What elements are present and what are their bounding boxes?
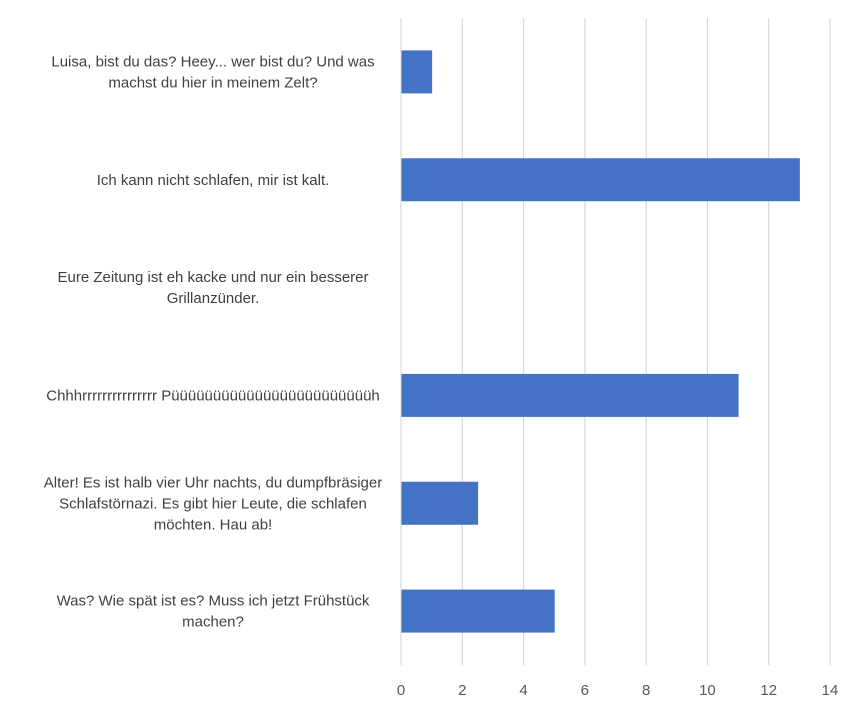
x-tick-label: 12 bbox=[760, 682, 777, 699]
category-label: Luisa, bist du das? Heey... wer bist du?… bbox=[51, 53, 374, 70]
category-label: Alter! Es ist halb vier Uhr nachts, du d… bbox=[44, 474, 382, 491]
category-label: machen? bbox=[182, 614, 244, 631]
category-label: Schlafstörnazi. Es gibt hier Leute, die … bbox=[59, 495, 367, 512]
bar-3 bbox=[401, 373, 739, 417]
category-label: möchten. Hau ab! bbox=[154, 516, 272, 533]
category-label: Chhhrrrrrrrrrrrrrrr Püüüüüüüüüüüüüüüüüüü… bbox=[46, 387, 380, 404]
gridlines bbox=[400, 18, 831, 665]
x-tick-label: 0 bbox=[397, 682, 405, 699]
bar-5 bbox=[401, 589, 555, 633]
x-tick-label: 4 bbox=[519, 682, 527, 699]
category-label: Ich kann nicht schlafen, mir ist kalt. bbox=[97, 172, 330, 189]
category-label: Eure Zeitung ist eh kacke und nur ein be… bbox=[57, 269, 368, 286]
bar-4 bbox=[401, 481, 479, 525]
bar-1 bbox=[401, 158, 800, 202]
x-tick-label: 10 bbox=[699, 682, 716, 699]
category-label: Was? Wie spät ist es? Muss ich jetzt Frü… bbox=[57, 593, 370, 610]
bar-0 bbox=[401, 50, 433, 94]
x-tick-label: 2 bbox=[458, 682, 466, 699]
category-label: machst du hier in meinem Zelt? bbox=[108, 74, 317, 91]
category-labels: Luisa, bist du das? Heey... wer bist du?… bbox=[44, 53, 382, 630]
bars bbox=[401, 50, 800, 633]
x-tick-label: 14 bbox=[822, 682, 839, 699]
x-tick-label: 8 bbox=[642, 682, 650, 699]
x-tick-label: 6 bbox=[581, 682, 589, 699]
x-axis-ticks: 0 2 4 6 8 10 12 14 bbox=[397, 682, 839, 699]
category-label: Grillanzünder. bbox=[167, 290, 260, 307]
